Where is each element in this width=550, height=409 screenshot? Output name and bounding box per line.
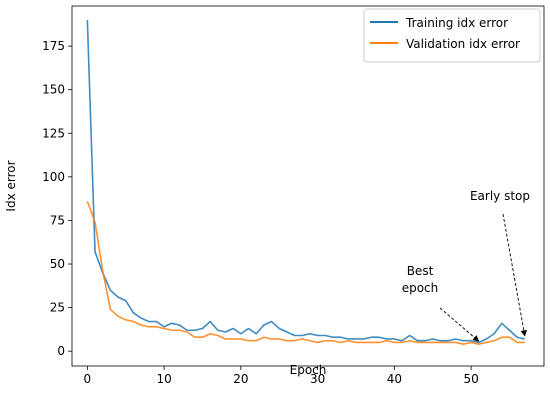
annotation-label: Best — [407, 264, 434, 278]
plot-area — [72, 6, 544, 366]
x-tick-label: 40 — [387, 372, 402, 386]
series-line-validation — [86, 200, 525, 346]
annotation-label: epoch — [402, 281, 439, 295]
y-tick-label: 150 — [42, 83, 65, 97]
legend-frame — [363, 8, 541, 63]
y-tick-label: 25 — [50, 301, 65, 315]
legend: Training idx error Validation idx error — [363, 8, 541, 63]
y-tick-label: 125 — [42, 126, 65, 140]
x-axis-label: Epoch — [290, 363, 327, 377]
x-tick-label: 0 — [84, 372, 92, 386]
y-axis-label: Idx error — [4, 160, 18, 211]
legend-label-validation: Validation idx error — [406, 37, 520, 51]
series-layer — [86, 19, 525, 346]
annotation-layer: Best epoch Early stop — [402, 189, 530, 342]
series-line-training — [86, 19, 525, 344]
x-tick-label: 50 — [463, 372, 478, 386]
legend-label-training: Training idx error — [405, 16, 508, 30]
annotation-arrow — [502, 213, 527, 337]
y-tick-label: 0 — [57, 344, 65, 358]
y-tick-label: 75 — [50, 213, 65, 227]
axes-frame — [71, 5, 545, 367]
x-axis-ticks: 0 10 20 30 40 50 — [84, 366, 479, 386]
x-tick-label: 30 — [310, 372, 325, 386]
x-tick-label: 10 — [156, 372, 171, 386]
annotation-arrow — [439, 307, 480, 342]
x-tick-label: 20 — [233, 372, 248, 386]
y-tick-label: 50 — [50, 257, 65, 271]
y-axis-ticks: 0 25 50 75 100 125 150 175 — [42, 39, 72, 358]
y-tick-label: 100 — [42, 170, 65, 184]
y-tick-label: 175 — [42, 39, 65, 53]
annotation-label: Early stop — [470, 189, 530, 203]
